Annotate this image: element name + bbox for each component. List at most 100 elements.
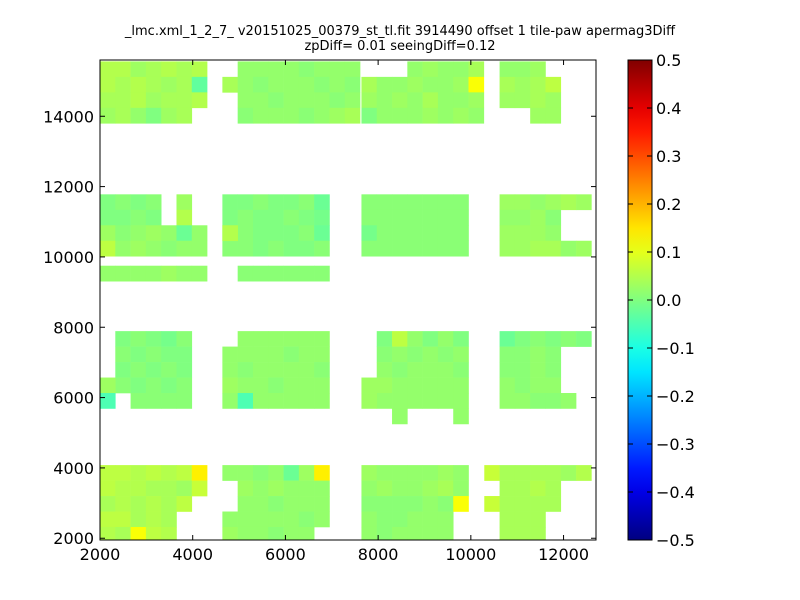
heatmap-cell	[376, 526, 393, 541]
heatmap-cell	[361, 225, 378, 242]
x-tick-label: 2000	[80, 545, 121, 564]
heatmap-cell	[176, 61, 193, 78]
heatmap-cell	[161, 377, 177, 394]
heatmap-cell	[222, 209, 238, 226]
heatmap-cell	[130, 362, 147, 378]
heatmap-cell	[145, 194, 162, 211]
heatmap-cell	[422, 465, 439, 481]
heatmap-cell	[115, 240, 131, 257]
heatmap-cell	[298, 480, 315, 497]
heatmap-cell	[268, 526, 284, 541]
heatmap-cell	[298, 225, 315, 242]
heatmap-cell	[407, 393, 423, 409]
heatmap-cell	[361, 194, 378, 211]
heatmap-cell	[437, 362, 454, 378]
heatmap-cell	[283, 331, 300, 347]
heatmap-cell	[237, 265, 254, 282]
y-tick-label: 6000	[53, 389, 94, 408]
heatmap-cell	[222, 377, 238, 394]
heatmap-cell	[298, 194, 315, 211]
heatmap-cell	[530, 480, 546, 497]
heatmap-cell	[161, 240, 177, 257]
heatmap-cell	[376, 331, 393, 347]
heatmap-cell	[437, 61, 454, 78]
heatmap-cell	[268, 346, 284, 363]
heatmap-cell	[268, 377, 284, 394]
heatmap-cell	[252, 265, 269, 282]
heatmap-cell	[298, 107, 315, 124]
heatmap-cell	[314, 265, 330, 282]
heatmap-cell	[268, 362, 284, 378]
heatmap-cell	[530, 393, 546, 409]
heatmap-cell	[422, 526, 439, 541]
heatmap-cell	[314, 331, 330, 347]
heatmap-cell	[407, 511, 423, 528]
heatmap-cell	[222, 76, 238, 93]
heatmap-cell	[361, 526, 378, 541]
heatmap-cell	[222, 362, 238, 378]
heatmap-cell	[145, 265, 162, 282]
heatmap-cell	[237, 61, 254, 78]
heatmap-cell	[407, 526, 423, 541]
y-tick-label: 2000	[53, 529, 94, 548]
heatmap-cell	[499, 511, 516, 528]
heatmap-cell	[437, 92, 454, 109]
heatmap-cell	[499, 209, 516, 226]
heatmap-cell	[468, 92, 485, 109]
heatmap-cell	[422, 107, 439, 124]
heatmap-cell	[100, 377, 116, 394]
heatmap-cell	[545, 240, 562, 257]
heatmap-cell	[453, 76, 469, 93]
heatmap-cell	[530, 496, 546, 512]
heatmap-cell	[422, 331, 439, 347]
heatmap-cell	[298, 209, 315, 226]
heatmap-cell	[437, 240, 454, 257]
heatmap-cell	[100, 194, 116, 211]
heatmap-cell	[453, 194, 469, 211]
heatmap-cell	[176, 346, 193, 363]
heatmap-cell	[376, 209, 393, 226]
heatmap-cell	[176, 265, 193, 282]
heatmap-cell	[344, 107, 361, 124]
heatmap-cell	[437, 346, 454, 363]
heatmap-cell	[422, 496, 439, 512]
heatmap-cell	[314, 377, 330, 394]
heatmap-cell	[161, 76, 177, 93]
heatmap-cell	[161, 393, 177, 409]
heatmap-cell	[545, 194, 562, 211]
heatmap-cell	[145, 465, 162, 481]
plot-axes: 2000 4000 6000 8000 10000 12000 2000 4000 6000 80…	[43, 59, 597, 564]
x-tick-label: 12000	[538, 545, 589, 564]
heatmap-cell	[252, 107, 269, 124]
heatmap-cell	[283, 496, 300, 512]
colorbar-tick-label: 0.4	[656, 99, 681, 118]
heatmap-cell	[115, 526, 131, 541]
heatmap-cell	[237, 76, 254, 93]
heatmap-cell	[514, 194, 531, 211]
heatmap-cell	[298, 240, 315, 257]
heatmap-cell	[268, 194, 284, 211]
heatmap-cell	[222, 194, 238, 211]
heatmap-cell	[252, 511, 269, 528]
heatmap-cell	[100, 526, 116, 541]
heatmap-cell	[453, 61, 469, 78]
heatmap-cell	[376, 107, 393, 124]
heatmap-cell	[576, 331, 592, 347]
heatmap-cell	[499, 61, 516, 78]
heatmap-cell	[176, 465, 193, 481]
heatmap-cell	[530, 240, 546, 257]
heatmap-cell	[545, 107, 562, 124]
heatmap-cell	[437, 465, 454, 481]
heatmap-cell	[545, 393, 562, 409]
heatmap-cell	[530, 362, 546, 378]
heatmap-cell	[222, 240, 238, 257]
chart-subtitle: zpDiff= 0.01 seeingDiff=0.12	[304, 39, 496, 54]
heatmap-cell	[191, 265, 208, 282]
heatmap-cell	[314, 209, 330, 226]
heatmap-cell	[145, 480, 162, 497]
heatmap-cell	[422, 225, 439, 242]
heatmap-cell	[361, 465, 378, 481]
heatmap-cell	[514, 362, 531, 378]
heatmap-cell	[115, 362, 131, 378]
heatmap-cell	[530, 61, 546, 78]
